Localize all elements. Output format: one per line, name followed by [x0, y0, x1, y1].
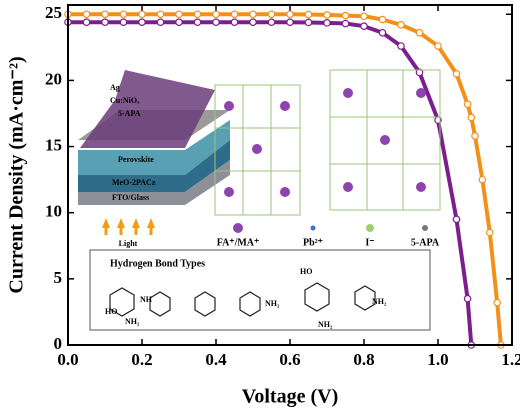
data-point	[360, 22, 368, 30]
data-point	[193, 18, 202, 26]
data-point	[267, 18, 276, 26]
data-point	[415, 68, 424, 77]
data-point	[341, 19, 350, 28]
data-point	[175, 10, 183, 19]
data-point	[471, 132, 479, 140]
legend-marker	[366, 224, 374, 232]
group-label: NH	[140, 295, 153, 304]
data-point	[493, 298, 502, 307]
data-point	[156, 10, 165, 19]
data-point	[267, 10, 276, 19]
layer-label: 5-APA	[118, 109, 141, 118]
data-point	[119, 10, 128, 19]
y-tick-label: 25	[45, 3, 62, 22]
x-tick-label: 1.0	[427, 350, 448, 369]
x-tick-label: 0.8	[353, 350, 374, 369]
data-point	[378, 28, 387, 37]
data-point	[397, 42, 405, 50]
box-title: Hydrogen Bond Types	[110, 258, 205, 269]
x-axis-title: Voltage (V)	[242, 386, 338, 408]
data-point	[397, 21, 405, 29]
htl-layer	[80, 70, 215, 148]
data-point	[119, 18, 128, 26]
data-point	[286, 10, 294, 19]
legend-marker	[233, 223, 243, 233]
legend-label: I⁻	[365, 237, 374, 248]
x-tick-label: 0.4	[205, 350, 227, 369]
light-label: Light	[119, 239, 138, 248]
data-point	[138, 10, 146, 19]
data-point	[101, 18, 109, 26]
light-arrows	[102, 218, 155, 235]
data-point	[156, 18, 165, 26]
plot-frame	[67, 4, 513, 346]
y-tick-label: 5	[54, 268, 63, 287]
y-tick-label: 10	[45, 202, 62, 221]
data-point	[212, 10, 220, 19]
hydrogen-bond-box	[89, 249, 431, 331]
data-point	[82, 18, 91, 26]
group-label: HO	[300, 267, 312, 276]
data-point	[249, 10, 257, 19]
layer-label: Cu:NiOₓ	[110, 96, 140, 105]
data-point	[249, 18, 257, 26]
data-point	[138, 18, 146, 26]
data-point	[230, 10, 239, 19]
legend-marker	[422, 225, 428, 231]
box-frame	[89, 249, 431, 331]
group-label: NH₂	[125, 317, 140, 326]
data-point	[452, 69, 461, 78]
x-tick-label: 0.6	[279, 350, 300, 369]
legend-label: 5-APA	[411, 237, 440, 248]
group-label: NH₂	[265, 299, 280, 308]
layer-label: FTO/Glass	[112, 193, 149, 202]
x-tick-label: 0.0	[57, 350, 78, 369]
data-point	[341, 11, 350, 20]
meo-layer	[78, 140, 230, 192]
fto-layer	[78, 160, 230, 205]
data-point	[304, 18, 313, 27]
layer-label: MeO-2PACz	[112, 178, 156, 187]
molecule-sketches	[109, 282, 376, 317]
data-point	[323, 11, 331, 19]
data-point	[101, 10, 109, 19]
cation-dots	[224, 88, 426, 197]
data-point	[378, 15, 387, 24]
y-tick-label: 20	[45, 69, 62, 88]
data-point	[212, 18, 220, 26]
y-tick-label: 15	[45, 135, 62, 154]
data-point	[360, 12, 368, 21]
data-point	[286, 18, 294, 26]
x-tick-label: 0.2	[131, 350, 152, 369]
y-tick-label: 0	[54, 334, 63, 353]
data-point	[175, 18, 183, 26]
data-point	[463, 100, 472, 109]
data-point	[434, 42, 442, 50]
group-label: NH₂	[372, 297, 387, 306]
data-point	[463, 294, 472, 303]
x-tick-label: 1.2	[501, 350, 520, 369]
data-point	[467, 113, 476, 122]
data-point	[452, 215, 461, 224]
layer-label: Ag	[110, 83, 120, 92]
perovskite-layer	[78, 120, 230, 175]
data-point	[193, 10, 202, 19]
data-point	[478, 175, 487, 184]
data-point	[415, 28, 424, 37]
data-point	[82, 10, 91, 19]
layer-label: Perovskite	[118, 155, 154, 164]
y-axis-title: Current Density (mA·cm⁻²)	[6, 56, 28, 293]
inset-illustration	[78, 69, 441, 235]
legend-marker	[310, 225, 316, 231]
data-point	[485, 228, 494, 237]
crystal-lattice	[214, 69, 441, 216]
data-point	[304, 10, 313, 19]
legend-label: FA⁺/MA⁺	[217, 237, 260, 248]
legend-label: Pb²⁺	[303, 237, 323, 248]
data-point	[230, 18, 239, 26]
group-label: NH₂	[318, 320, 333, 329]
group-label: HO	[105, 307, 117, 316]
data-point	[323, 19, 331, 27]
